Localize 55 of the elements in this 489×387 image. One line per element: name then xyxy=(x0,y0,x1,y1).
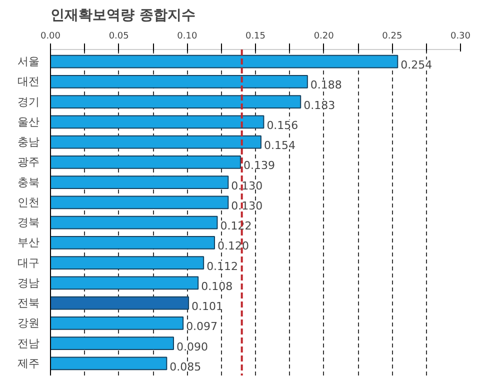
text: 0.10 xyxy=(177,32,198,42)
bar xyxy=(50,336,174,350)
text: 0.15 xyxy=(245,32,266,42)
y-tick-label: 서울 xyxy=(18,55,40,68)
y-tick-label: 제주 xyxy=(18,356,40,370)
text: 0.20 xyxy=(314,32,334,42)
text: 0.30 xyxy=(450,32,471,42)
y-tick-label: 경기 xyxy=(18,95,40,108)
bar xyxy=(50,95,302,109)
text: 0.25 xyxy=(382,32,402,42)
bar xyxy=(50,256,204,270)
y-tick-label: 대구 xyxy=(18,256,40,270)
bar xyxy=(50,155,241,169)
data-label: 0.120 xyxy=(218,240,249,253)
text: 0.00 xyxy=(40,32,61,42)
y-tick-label: 전남 xyxy=(18,336,40,350)
data-label: 0.090 xyxy=(176,340,208,354)
y-tick-label: 부산 xyxy=(18,236,40,250)
data-label: 0.085 xyxy=(170,360,202,374)
data-label: 0.130 xyxy=(231,179,263,192)
y-tick-label: 대전 xyxy=(18,75,40,88)
x-tick-label: 0.05 xyxy=(108,32,129,42)
data-label: 0.183 xyxy=(304,98,336,112)
y-tick-label: 강원 xyxy=(18,316,40,330)
data-label: 0.108 xyxy=(201,280,233,293)
bar xyxy=(50,74,308,88)
data-label: 0.254 xyxy=(400,58,432,72)
bar xyxy=(50,236,215,250)
data-label: 0.097 xyxy=(186,320,218,334)
bar xyxy=(50,176,229,190)
bar xyxy=(50,115,264,129)
data-label: 0.112 xyxy=(206,260,238,273)
y-tick-label: 충남 xyxy=(18,136,40,149)
y-tick-label: 경북 xyxy=(18,216,40,230)
bar xyxy=(50,296,190,310)
data-label: 0.139 xyxy=(243,159,275,172)
bar xyxy=(50,196,229,210)
data-label: 0.188 xyxy=(310,78,342,92)
y-tick-label: 울산 xyxy=(18,115,40,128)
data-label: 0.101 xyxy=(192,300,224,314)
y-tick-label: 전북 xyxy=(18,296,40,310)
bar xyxy=(50,316,184,330)
bar xyxy=(50,216,218,230)
chart-title: 인재확보역량 종합지수 xyxy=(50,8,196,24)
y-tick-label: 인천 xyxy=(18,196,40,209)
data-label: 0.156 xyxy=(266,118,298,132)
y-tick-label: 충북 xyxy=(18,176,40,189)
data-label: 0.122 xyxy=(220,220,252,233)
bar xyxy=(50,135,262,149)
data-label: 0.154 xyxy=(264,139,296,152)
bar xyxy=(50,276,199,290)
y-tick-label: 광주 xyxy=(18,156,40,169)
bar xyxy=(50,54,398,68)
y-tick-label: 경남 xyxy=(18,276,40,290)
bar xyxy=(50,356,168,370)
